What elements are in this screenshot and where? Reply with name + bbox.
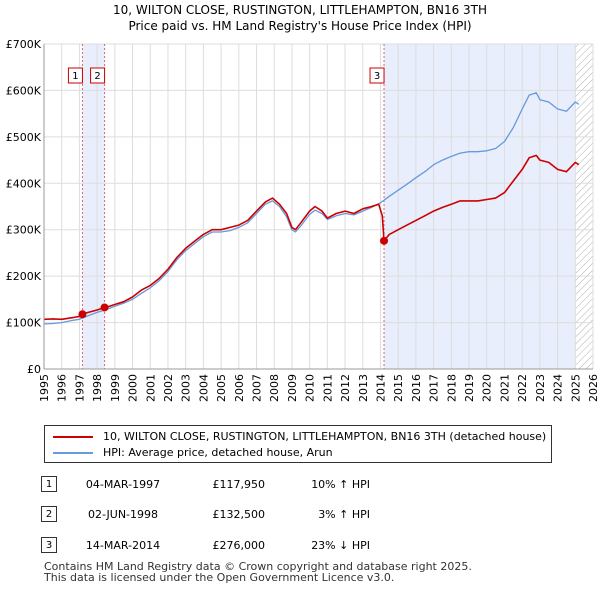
x-tick-label: 2001 xyxy=(144,374,157,402)
x-tick-label: 2005 xyxy=(215,374,228,402)
forecast-hatch xyxy=(575,44,593,369)
footer-note: Contains HM Land Registry data © Crown c… xyxy=(44,561,472,583)
x-tick-label: 2024 xyxy=(552,374,565,402)
x-tick-label: 1997 xyxy=(73,374,86,402)
transaction-point xyxy=(100,303,109,312)
transaction-row: 1 04-MAR-1997 £117,950 10% ↑ HPI xyxy=(0,476,600,494)
transaction-label-number: 2 xyxy=(94,71,100,82)
x-tick-label: 2000 xyxy=(127,374,140,402)
transaction-label-box xyxy=(90,67,106,84)
legend-item-hpi: HPI: Average price, detached house, Arun xyxy=(53,446,333,459)
transaction-label-number: 1 xyxy=(72,71,78,82)
transaction-price: £132,500 xyxy=(212,508,266,521)
transaction-price: £117,950 xyxy=(212,478,266,491)
y-tick-label: £100K xyxy=(6,317,42,330)
transaction-number: 2 xyxy=(41,506,57,522)
transaction-point xyxy=(380,236,389,245)
transaction-hpi-diff: 10% ↑ HPI xyxy=(311,478,370,491)
legend-label-property: 10, WILTON CLOSE, RUSTINGTON, LITTLEHAMP… xyxy=(103,430,547,443)
y-tick-label: £0 xyxy=(27,363,41,376)
x-tick-label: 2016 xyxy=(410,374,423,402)
x-tick-label: 1999 xyxy=(109,374,122,402)
shaded-region xyxy=(82,44,105,369)
x-tick-label: 2002 xyxy=(162,374,175,402)
transaction-hpi-diff: 23% ↓ HPI xyxy=(311,539,370,552)
transaction-number: 1 xyxy=(41,476,57,492)
transaction-point xyxy=(78,310,87,319)
x-tick-label: 2021 xyxy=(498,374,511,402)
transaction-date: 04-MAR-1997 xyxy=(85,478,161,491)
x-tick-label: 2025 xyxy=(569,374,582,402)
x-tick-label: 1998 xyxy=(91,374,104,402)
x-tick-label: 2003 xyxy=(180,374,193,402)
x-tick-label: 2006 xyxy=(233,374,246,402)
shaded-region xyxy=(384,44,576,369)
legend-label-hpi: HPI: Average price, detached house, Arun xyxy=(103,446,333,459)
transaction-hpi-diff: 3% ↑ HPI xyxy=(318,508,370,521)
x-tick-label: 2009 xyxy=(286,374,299,402)
transaction-number: 3 xyxy=(41,537,57,553)
x-tick-label: 1995 xyxy=(38,374,51,402)
x-tick-label: 2012 xyxy=(339,374,352,402)
price-chart: 1 2 3 £0 £100K £200K £300K £400K £500K £600K £700… xyxy=(6,38,600,402)
x-tick-label: 1996 xyxy=(56,374,69,402)
x-tick-label: 2015 xyxy=(392,374,405,402)
x-tick-label: 2010 xyxy=(304,374,317,402)
x-tick-label: 2007 xyxy=(251,374,264,402)
x-tick-label: 2020 xyxy=(481,374,494,402)
y-tick-label: £700K xyxy=(6,38,42,51)
x-tick-label: 2019 xyxy=(463,374,476,402)
chart-subtitle: Price paid vs. HM Land Registry's House … xyxy=(128,19,472,33)
legend-item-property: 10, WILTON CLOSE, RUSTINGTON, LITTLEHAMP… xyxy=(53,430,546,443)
chart-legend: 10, WILTON CLOSE, RUSTINGTON, LITTLEHAMP… xyxy=(44,425,552,463)
x-tick-label: 2014 xyxy=(374,374,387,402)
x-tick-label: 2011 xyxy=(321,374,334,402)
x-tick-label: 2026 xyxy=(587,374,600,402)
series-line-property xyxy=(43,154,580,321)
transaction-label-number: 3 xyxy=(374,71,380,82)
chart-title-block: 10, WILTON CLOSE, RUSTINGTON, LITTLEHAMP… xyxy=(0,2,600,34)
x-tick-label: 2004 xyxy=(197,374,210,402)
y-tick-label: £400K xyxy=(6,177,42,190)
transaction-row: 2 02-JUN-1998 £132,500 3% ↑ HPI xyxy=(0,506,600,524)
transaction-date: 02-JUN-1998 xyxy=(87,508,159,521)
y-tick-label: £600K xyxy=(6,84,42,97)
y-tick-label: £200K xyxy=(6,270,42,283)
transaction-label-box xyxy=(67,67,83,84)
x-tick-label: 2022 xyxy=(516,374,529,402)
x-tick-label: 2023 xyxy=(534,374,547,402)
footer-line-licence: This data is licensed under the Open Gov… xyxy=(44,571,395,584)
legend-swatch-property xyxy=(53,436,93,438)
footer-line-copyright: Contains HM Land Registry data © Crown c… xyxy=(44,560,472,573)
y-tick-label: £300K xyxy=(6,224,42,237)
transaction-row: 3 14-MAR-2014 £276,000 23% ↓ HPI xyxy=(0,537,600,555)
transaction-date: 14-MAR-2014 xyxy=(85,539,161,552)
chart-title: 10, WILTON CLOSE, RUSTINGTON, LITTLEHAMP… xyxy=(112,3,488,17)
x-tick-label: 2018 xyxy=(445,374,458,402)
x-tick-label: 2008 xyxy=(268,374,281,402)
x-tick-label: 2017 xyxy=(428,374,441,402)
series-line-hpi xyxy=(43,92,580,325)
y-tick-label: £500K xyxy=(6,131,42,144)
transaction-label-box xyxy=(369,67,385,84)
x-tick-label: 2013 xyxy=(357,374,370,402)
transaction-price: £276,000 xyxy=(212,539,266,552)
legend-swatch-hpi xyxy=(53,452,93,454)
